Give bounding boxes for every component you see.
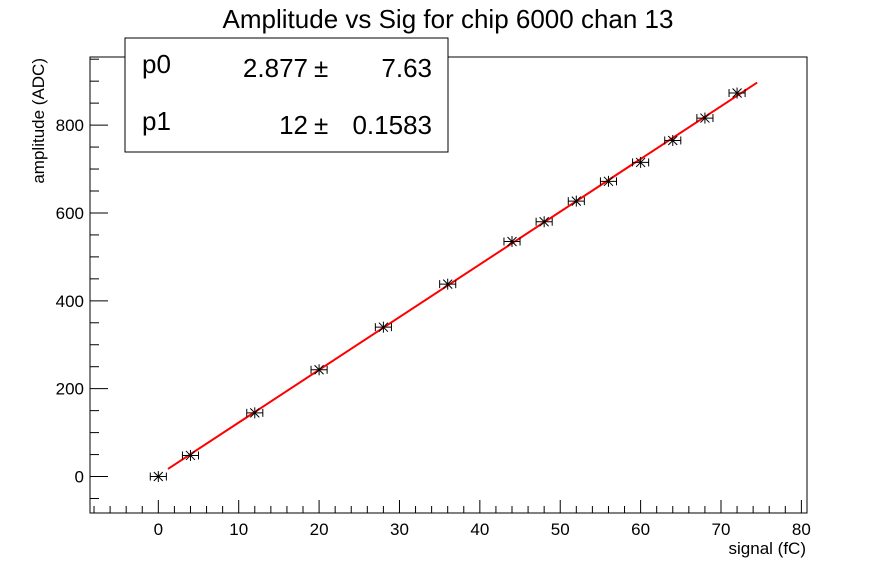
y-tick-label: 200	[56, 380, 84, 399]
x-axis-tick-labels: 0 10 20 30 40 50 60 70 80	[154, 520, 811, 539]
x-tick-label: 40	[470, 520, 489, 539]
x-tick-label: 50	[551, 520, 570, 539]
y-tick-label: 800	[56, 116, 84, 135]
stat-p0-error: 7.63	[381, 53, 432, 83]
stat-p1-plusminus: ±	[314, 110, 328, 140]
x-tick-label: 80	[792, 520, 811, 539]
x-tick-label: 0	[154, 520, 163, 539]
stat-p1-error: 0.1583	[352, 110, 432, 140]
data-point	[440, 279, 456, 290]
stat-p0-name: p0	[142, 49, 171, 79]
stat-p1-name: p1	[142, 106, 171, 136]
chart-title: Amplitude vs Sig for chip 6000 chan 13	[223, 4, 674, 34]
y-tick-label: 0	[75, 468, 84, 487]
data-point	[665, 135, 681, 146]
x-tick-label: 20	[310, 520, 329, 539]
y-tick-label: 400	[56, 292, 84, 311]
y-axis-title: amplitude (ADC)	[29, 58, 48, 184]
x-axis-title: signal (fC)	[729, 539, 806, 558]
fit-stats-box: p0 2.877 ± 7.63 p1 12 ± 0.1583	[125, 38, 448, 152]
data-point	[150, 471, 166, 482]
data-point	[633, 157, 649, 168]
x-tick-label: 30	[390, 520, 409, 539]
data-point	[504, 236, 520, 247]
y-axis-tick-labels: 0 200 400 600 800	[56, 116, 84, 486]
x-tick-label: 70	[712, 520, 731, 539]
x-tick-label: 60	[631, 520, 650, 539]
stat-p1-value: 12	[279, 110, 308, 140]
y-tick-label: 600	[56, 204, 84, 223]
stat-p0-plusminus: ±	[314, 53, 328, 83]
y-axis-ticks	[90, 59, 108, 498]
stat-p0-value: 2.877	[243, 53, 308, 83]
x-tick-label: 10	[229, 520, 248, 539]
data-point	[729, 88, 745, 99]
x-axis-ticks	[94, 500, 801, 513]
